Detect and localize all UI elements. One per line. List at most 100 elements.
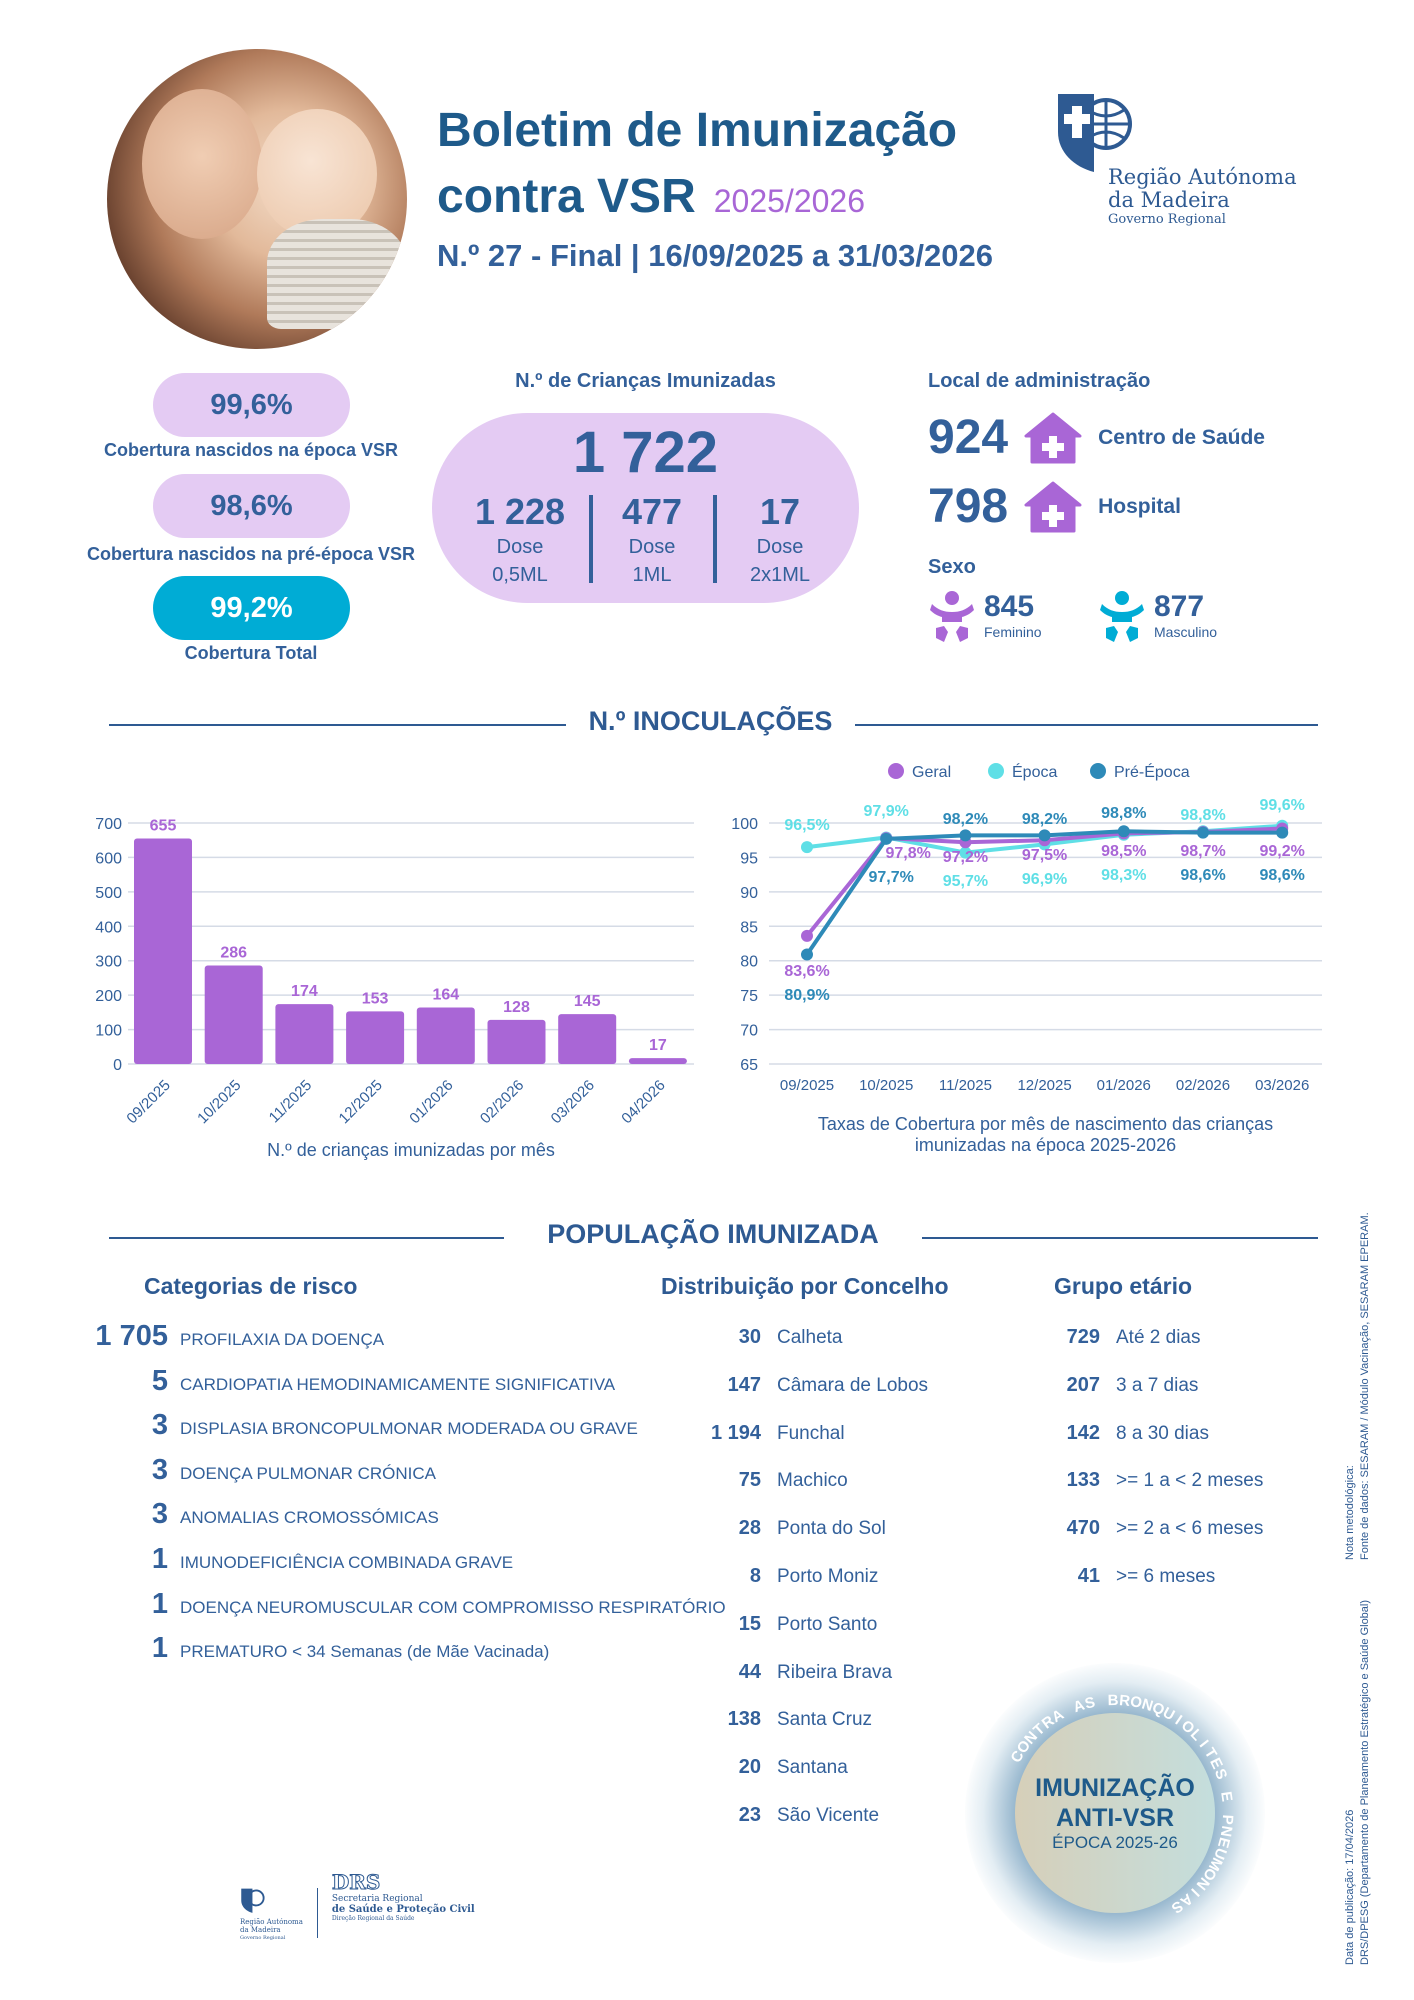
county-row: 8 Porto Moniz [661,1565,879,1588]
risk-count: 3 [151,1498,168,1531]
bar-x-tick: 03/2026 [548,1077,598,1127]
county-label: Ponta do Sol [777,1518,886,1540]
age-count: 41 [1077,1565,1100,1587]
series-data-label: 98,6% [1260,867,1305,884]
line-y-tick: 100 [731,816,758,833]
risk-count: 1 705 [95,1320,168,1352]
series-data-label: 83,6% [784,963,829,980]
bar [628,1058,687,1064]
bar-x-tick: 04/2026 [618,1077,668,1127]
bar-value-label: 153 [362,990,389,1007]
bar-x-tick: 12/2025 [336,1077,386,1127]
line-y-tick: 65 [740,1057,758,1074]
county-count: 75 [738,1469,761,1492]
risk-count: 1 [151,1543,168,1575]
county-row: 15 Porto Santo [661,1613,878,1636]
bar-y-tick: 200 [95,988,122,1005]
series-point [880,832,893,845]
line-chart-caption: Taxas de Cobertura por mês de nascimento… [817,1114,1274,1155]
age-count: 142 [1066,1421,1100,1444]
series-point [801,929,813,942]
sex-female: 845 Feminino [930,590,1042,646]
county-label: Santana [777,1757,848,1779]
age-label: 8 a 30 dias [1116,1422,1209,1444]
risk-row: 1 IMUNODEFICIÊNCIA COMBINADA GRAVE [80,1543,513,1576]
county-count: 20 [738,1756,761,1779]
bar-x-tick: 02/2026 [477,1077,527,1127]
line-x-tick: 10/2025 [859,1077,913,1094]
age-row: 142 8 a 30 dias [1000,1422,1209,1445]
coverage-season-label: Cobertura nascidos na época VSR [103,440,399,460]
baby-male-icon [1100,591,1144,642]
age-label: >= 2 a < 6 meses [1116,1518,1264,1540]
publication-date: Data de publicação: 17/04/2026 [1344,1809,1356,1965]
county-label: Câmara de Lobos [777,1374,929,1396]
series-data-label: 97,5% [1022,847,1067,864]
legend-marker [988,763,1004,779]
risk-label: DOENÇA NEUROMUSCULAR COM COMPROMISSO RES… [180,1597,726,1617]
bar-x-tick: 10/2025 [194,1077,244,1127]
county-count: 1 194 [710,1421,761,1444]
legend-label: Época [1012,762,1057,781]
bar-value-label: 164 [432,987,459,1004]
risk-label: PROFILAXIA DA DOENÇA [180,1330,385,1349]
section-divider [109,1237,504,1239]
line-x-tick: 11/2025 [939,1077,992,1094]
risk-row: 5 CARDIOPATIA HEMODINAMICAMENTE SIGNIFICA… [80,1365,615,1398]
badge-arc-char: B [1107,1693,1118,1709]
county-label: Machico [777,1470,848,1492]
bar [487,1019,546,1064]
line-x-tick: 01/2026 [1097,1077,1151,1094]
series-data-label: 97,2% [943,849,988,866]
note-source: Fonte de dados: SESARAM / Módulo Vacinaç… [1359,1212,1371,1560]
risk-count: 5 [151,1364,168,1397]
bar-y-tick: 400 [95,919,122,936]
bar-x-tick: 11/2025 [266,1077,316,1127]
county-count: 8 [749,1565,761,1587]
section-title-inoculations: N.º INOCULAÇÕES [588,706,833,736]
legend-marker [888,763,904,779]
age-count: 133 [1066,1469,1100,1492]
county-count: 44 [738,1660,761,1683]
line-y-tick: 80 [740,954,758,971]
admin-hospital: 798 Hospital [928,480,1181,533]
risk-label: DISPLASIA BRONCOPULMONAR MODERADA OU GRA… [180,1419,638,1439]
age-count: 470 [1066,1517,1100,1540]
line-x-tick: 03/2026 [1255,1077,1309,1094]
dose-05ml: 1 228 Dose 0,5ML [474,491,566,586]
coverage-total-label: Cobertura Total [184,643,318,663]
county-row: 75 Machico [661,1469,848,1492]
risk-label: IMUNODEFICIÊNCIA COMBINADA GRAVE [180,1553,514,1572]
divider [713,495,717,583]
series-data-label: 98,8% [1101,805,1146,822]
bar [346,1011,405,1064]
series-data-label: 98,6% [1180,867,1225,884]
immunized-panel: 1 722 1 228 Dose 0,5ML 477 Dose 1ML 17 Dose 2x… [432,413,859,603]
risk-row: 1 705 PROFILAXIA DA DOENÇA [80,1320,384,1353]
bar-value-label: 128 [503,999,530,1016]
county-count: 138 [727,1708,761,1731]
risk-label: DOENÇA PULMONAR CRÓNICA [180,1463,436,1483]
madeira-shield-icon [1058,94,1132,172]
series-data-label: 97,8% [886,845,931,862]
series-data-label: 97,7% [869,869,914,886]
hospital-house-icon [1024,481,1082,532]
footer-drs-logo: DRS Secretaria Regional de Saúde e Proteç… [331,1870,475,1923]
badge-arc-char: P [1219,1814,1235,1825]
health-house-icon [1024,412,1082,463]
line-x-tick: 02/2026 [1176,1077,1230,1094]
county-label: Calheta [777,1327,843,1348]
series-point [1117,825,1130,838]
bar [416,1007,475,1064]
county-row: 44 Ribeira Brava [661,1661,892,1684]
line-y-tick: 70 [740,1023,758,1040]
risk-count: 3 [151,1453,168,1486]
madeira-shield-icon [241,1888,265,1913]
series-data-label: 80,9% [784,987,829,1004]
county-row: 1 194 Funchal [661,1422,845,1445]
badge-arc-char: E [1217,1790,1235,1802]
admin-health-center: 924 Centro de Saúde [928,411,1265,464]
risk-label: CARDIOPATIA HEMODINAMICAMENTE SIGNIFICAT… [180,1374,616,1394]
badge-arc-char: R [1118,1693,1130,1710]
